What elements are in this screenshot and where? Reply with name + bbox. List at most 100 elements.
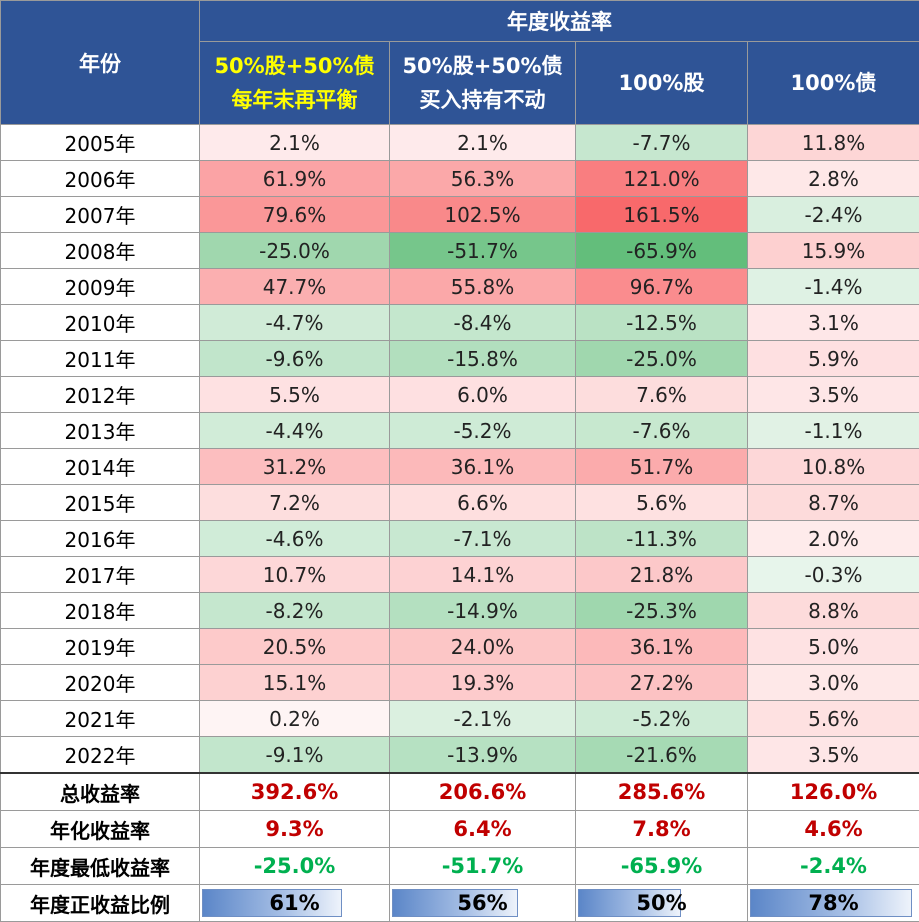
- return-cell: -11.3%: [576, 521, 748, 557]
- return-cell: -0.3%: [748, 557, 919, 593]
- return-cell: -4.6%: [200, 521, 390, 557]
- return-cell: 31.2%: [200, 449, 390, 485]
- return-cell: -1.4%: [748, 269, 919, 305]
- column-header-line1: 100%股: [576, 66, 747, 100]
- return-cell: 8.8%: [748, 593, 919, 629]
- return-cell: 6.0%: [390, 377, 576, 413]
- return-cell: 3.1%: [748, 305, 919, 341]
- return-cell: 21.8%: [576, 557, 748, 593]
- return-cell: 7.2%: [200, 485, 390, 521]
- return-cell: 61.9%: [200, 161, 390, 197]
- year-cell: 2015年: [1, 485, 200, 521]
- return-cell: 2.0%: [748, 521, 919, 557]
- return-cell: -5.2%: [390, 413, 576, 449]
- return-cell: 2.1%: [390, 125, 576, 161]
- return-cell: -25.0%: [576, 341, 748, 377]
- return-cell: -5.2%: [576, 701, 748, 737]
- summary-value: 285.6%: [576, 773, 748, 811]
- year-cell: 2013年: [1, 413, 200, 449]
- table-row: 2010年-4.7%-8.4%-12.5%3.1%: [1, 305, 919, 341]
- year-cell: 2017年: [1, 557, 200, 593]
- return-cell: 7.6%: [576, 377, 748, 413]
- summary-label: 总收益率: [1, 773, 200, 811]
- summary-value: 392.6%: [200, 773, 390, 811]
- year-cell: 2022年: [1, 737, 200, 774]
- return-cell: -25.0%: [200, 233, 390, 269]
- summary-label: 年度最低收益率: [1, 848, 200, 885]
- return-cell: -2.1%: [390, 701, 576, 737]
- year-cell: 2020年: [1, 665, 200, 701]
- return-cell: 51.7%: [576, 449, 748, 485]
- column-header-line1: 50%股+50%债: [390, 49, 575, 83]
- summary-value: 7.8%: [576, 811, 748, 848]
- summary-value: 6.4%: [390, 811, 576, 848]
- group-header: 年度收益率: [200, 1, 919, 42]
- ratio-bar-cell: 56%: [390, 885, 576, 922]
- summary-row-min: 年度最低收益率-25.0%-51.7%-65.9%-2.4%: [1, 848, 919, 885]
- return-cell: -13.9%: [390, 737, 576, 774]
- return-cell: 161.5%: [576, 197, 748, 233]
- return-cell: -7.1%: [390, 521, 576, 557]
- summary-value: 206.6%: [390, 773, 576, 811]
- year-cell: 2008年: [1, 233, 200, 269]
- year-cell: 2009年: [1, 269, 200, 305]
- summary-value: 9.3%: [200, 811, 390, 848]
- return-cell: 36.1%: [390, 449, 576, 485]
- summary-value: -2.4%: [748, 848, 919, 885]
- year-cell: 2021年: [1, 701, 200, 737]
- summary-value: 4.6%: [748, 811, 919, 848]
- summary-value: -25.0%: [200, 848, 390, 885]
- summary-value: -65.9%: [576, 848, 748, 885]
- year-cell: 2018年: [1, 593, 200, 629]
- table-row: 2022年-9.1%-13.9%-21.6%3.5%: [1, 737, 919, 774]
- return-cell: -25.3%: [576, 593, 748, 629]
- return-cell: -51.7%: [390, 233, 576, 269]
- return-cell: -9.6%: [200, 341, 390, 377]
- return-cell: 102.5%: [390, 197, 576, 233]
- return-cell: -7.7%: [576, 125, 748, 161]
- ratio-bar-cell: 61%: [200, 885, 390, 922]
- return-cell: -2.4%: [748, 197, 919, 233]
- year-cell: 2007年: [1, 197, 200, 233]
- column-header-line2: 每年末再平衡: [200, 83, 389, 117]
- return-cell: 8.7%: [748, 485, 919, 521]
- return-cell: -21.6%: [576, 737, 748, 774]
- return-cell: -8.2%: [200, 593, 390, 629]
- return-cell: 6.6%: [390, 485, 576, 521]
- year-cell: 2014年: [1, 449, 200, 485]
- return-cell: -12.5%: [576, 305, 748, 341]
- return-cell: 5.5%: [200, 377, 390, 413]
- return-cell: 24.0%: [390, 629, 576, 665]
- ratio-value: 61%: [269, 891, 319, 915]
- ratio-value: 56%: [457, 891, 507, 915]
- return-cell: 2.8%: [748, 161, 919, 197]
- summary-label: 年化收益率: [1, 811, 200, 848]
- column-header-3: 100%债: [748, 42, 919, 125]
- return-cell: 27.2%: [576, 665, 748, 701]
- summary-label: 年度正收益比例: [1, 885, 200, 922]
- column-header-1: 50%股+50%债买入持有不动: [390, 42, 576, 125]
- year-cell: 2010年: [1, 305, 200, 341]
- return-cell: 3.5%: [748, 377, 919, 413]
- return-cell: -7.6%: [576, 413, 748, 449]
- column-header-2: 100%股: [576, 42, 748, 125]
- year-cell: 2005年: [1, 125, 200, 161]
- year-cell: 2012年: [1, 377, 200, 413]
- ratio-bar-cell: 78%: [748, 885, 919, 922]
- table-row: 2011年-9.6%-15.8%-25.0%5.9%: [1, 341, 919, 377]
- table-row: 2013年-4.4%-5.2%-7.6%-1.1%: [1, 413, 919, 449]
- ratio-bar-cell: 50%: [576, 885, 748, 922]
- summary-value: -51.7%: [390, 848, 576, 885]
- return-cell: 55.8%: [390, 269, 576, 305]
- return-cell: -4.7%: [200, 305, 390, 341]
